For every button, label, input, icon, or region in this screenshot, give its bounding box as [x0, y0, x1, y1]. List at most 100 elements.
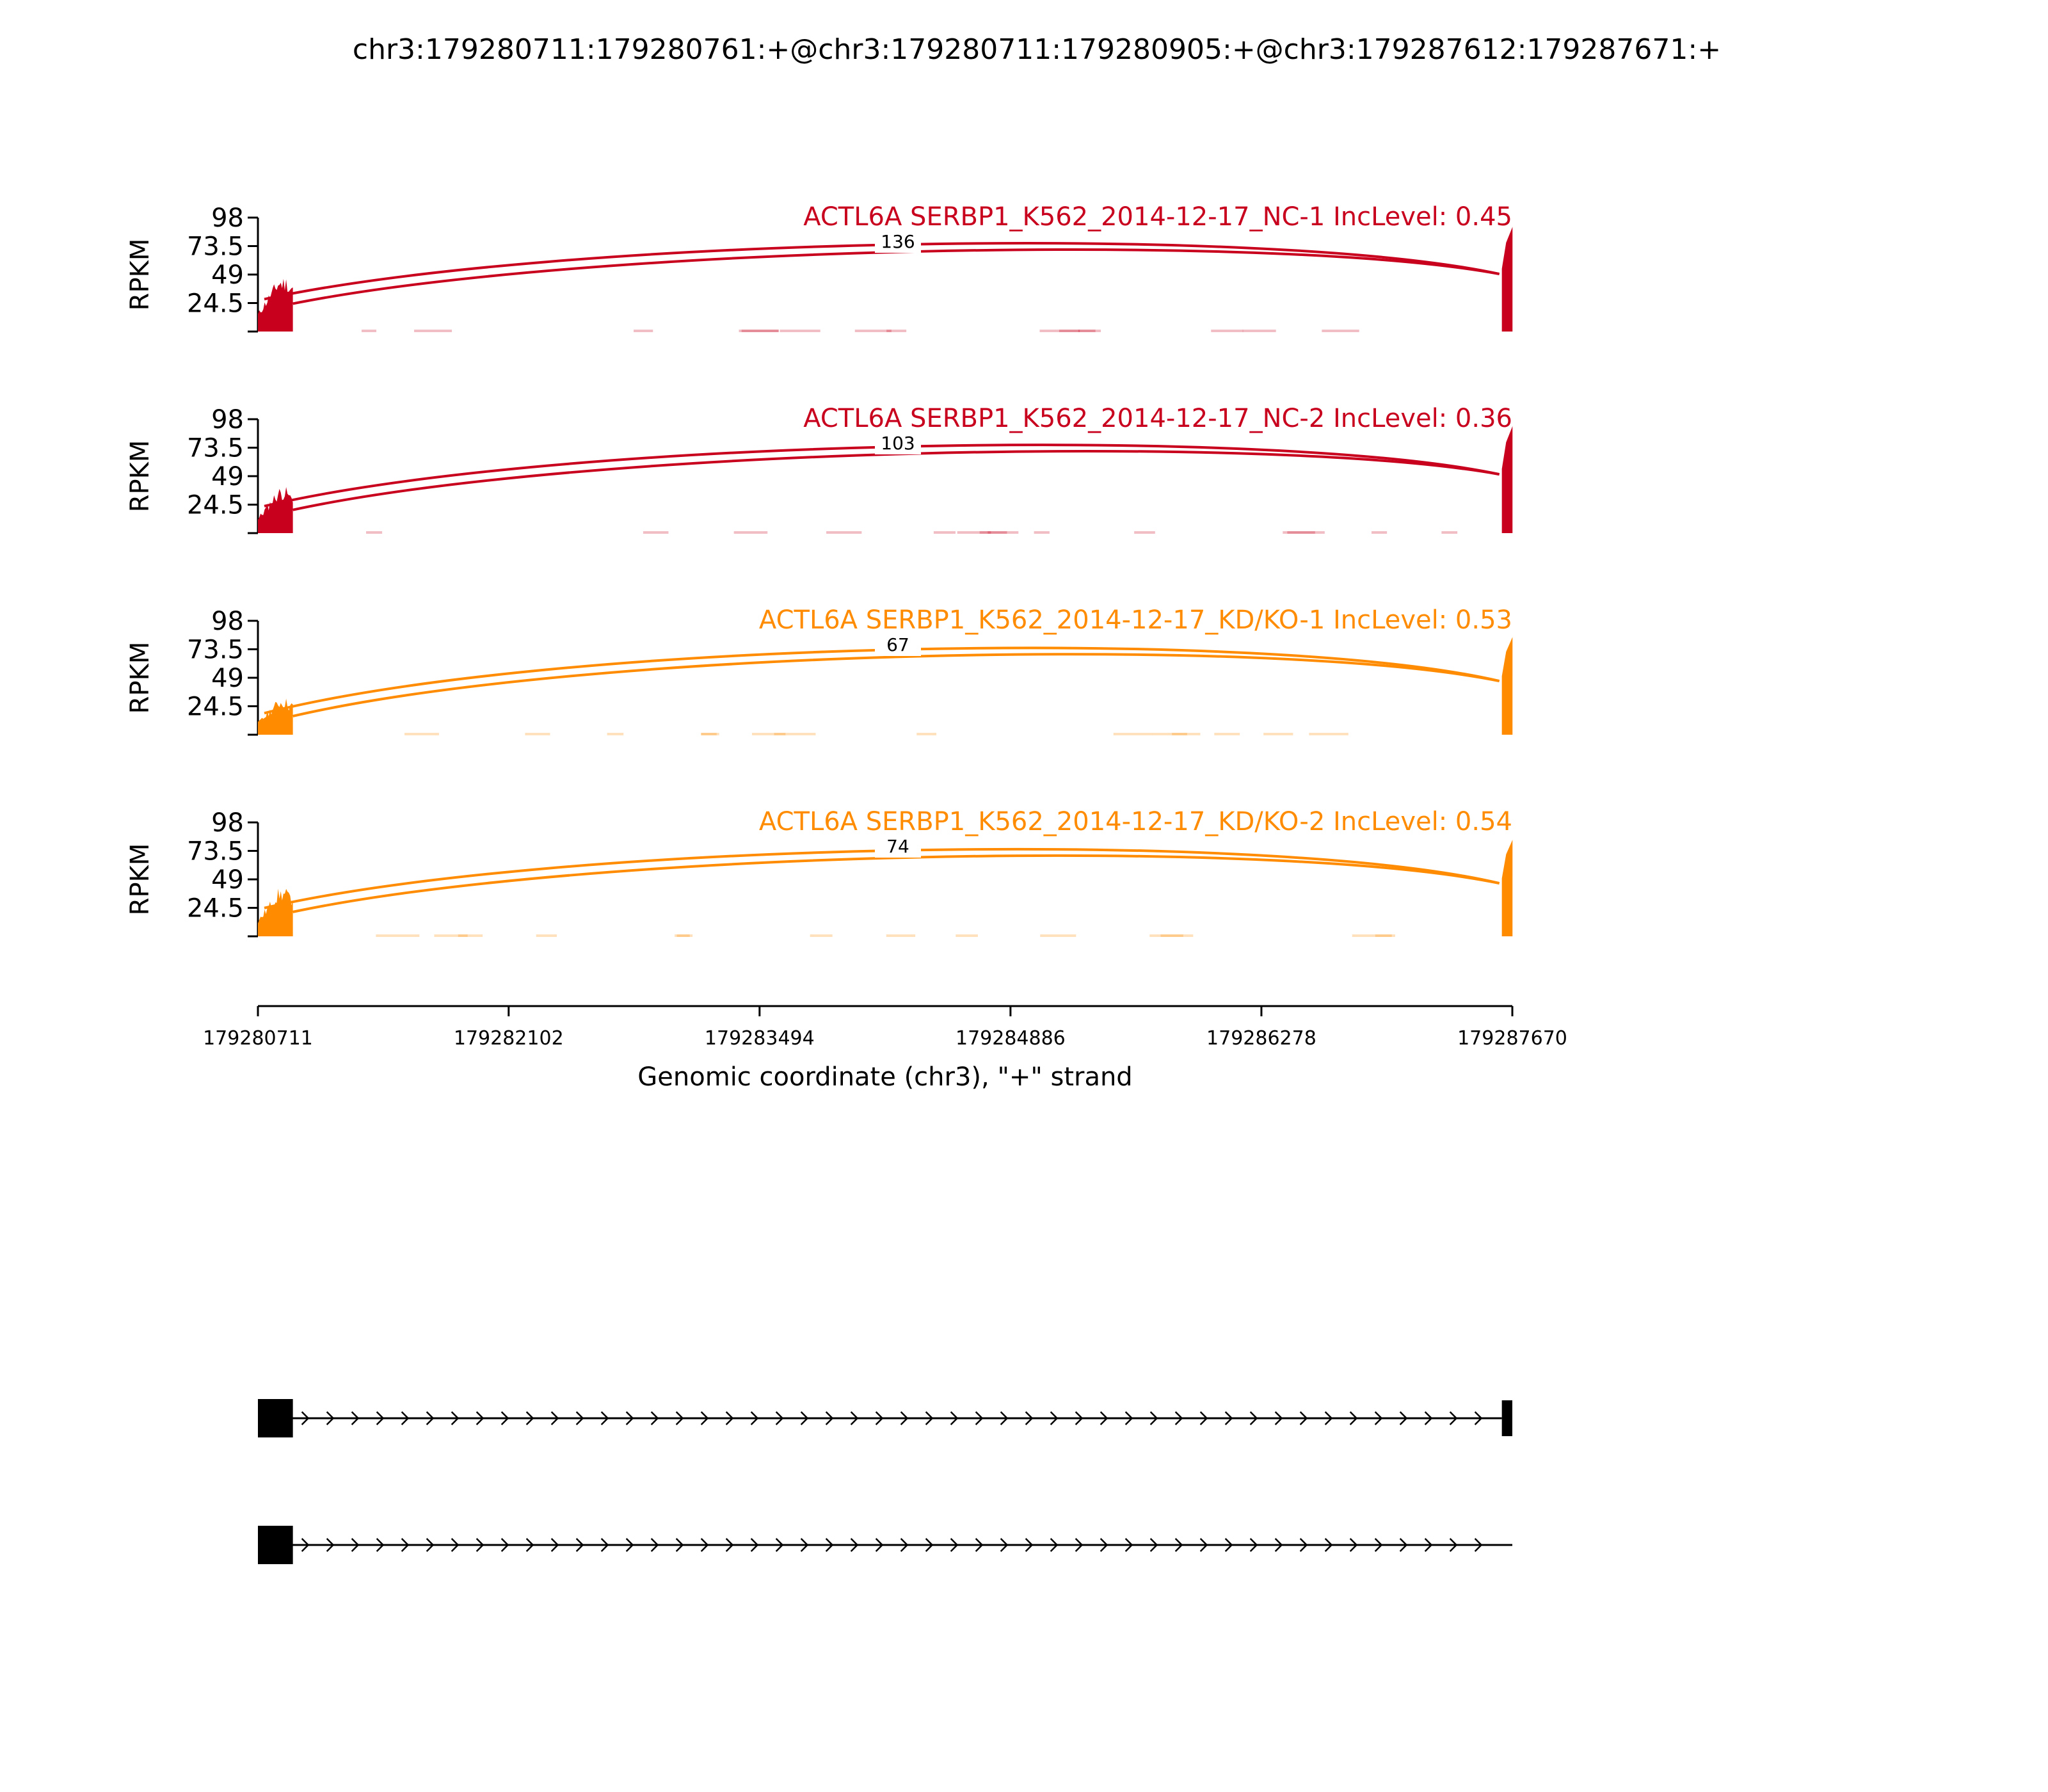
strand-arrow [1349, 1538, 1358, 1552]
y-tick-label: 98 [211, 607, 244, 636]
strand-arrow [451, 1538, 460, 1552]
y-tick-label: 73.5 [187, 837, 244, 867]
sample-label: ACTL6A SERBP1_K562_2014-12-17_NC-1 IncLe… [803, 202, 1512, 232]
strand-arrow [925, 1538, 934, 1552]
chart-title: chr3:179280711:179280761:+@chr3:17928071… [353, 33, 1721, 66]
exon1-coverage [258, 487, 293, 533]
junction-count-label: 103 [881, 433, 915, 454]
y-tick-label: 73.5 [187, 636, 244, 665]
strand-arrow [1100, 1411, 1108, 1425]
strand-arrow [426, 1411, 435, 1425]
strand-arrow [1199, 1538, 1208, 1552]
strand-arrow [1050, 1411, 1059, 1425]
sample-label: ACTL6A SERBP1_K562_2014-12-17_KD/KO-1 In… [759, 605, 1512, 635]
junction-arc [292, 450, 1500, 511]
strand-arrow [1000, 1411, 1009, 1425]
strand-arrow [1249, 1538, 1258, 1552]
strand-arrow [1249, 1411, 1258, 1425]
strand-arrow [1149, 1538, 1158, 1552]
strand-arrow [1199, 1411, 1208, 1425]
strand-arrow [1274, 1411, 1283, 1425]
junction-label-bg [875, 634, 921, 656]
exon1-coverage [258, 698, 293, 735]
strand-arrow [900, 1538, 909, 1552]
strand-arrow [376, 1411, 385, 1425]
strand-arrow [675, 1411, 684, 1425]
strand-arrow [925, 1411, 934, 1425]
y-tick-label: 24.5 [187, 894, 244, 924]
strand-arrow [1349, 1411, 1358, 1425]
strand-arrow [775, 1538, 784, 1552]
strand-arrow [875, 1538, 884, 1552]
strand-arrow [650, 1538, 659, 1552]
x-tick-label: 179280711 [203, 1027, 313, 1050]
strand-arrow [1399, 1411, 1408, 1425]
strand-arrow [1424, 1411, 1433, 1425]
x-tick-label: 179283494 [705, 1027, 815, 1050]
strand-arrow [900, 1411, 909, 1425]
strand-arrow [1424, 1538, 1433, 1552]
junction-arc [292, 248, 1500, 305]
junction-label-bg [875, 836, 921, 858]
transcript-track [258, 1399, 1512, 1437]
y-tick-label: 73.5 [187, 434, 244, 463]
strand-arrow [1324, 1538, 1333, 1552]
strand-arrow [1224, 1411, 1233, 1425]
strand-arrow [1224, 1538, 1233, 1552]
sample-label: ACTL6A SERBP1_K562_2014-12-17_KD/KO-2 In… [759, 807, 1512, 836]
strand-arrow [875, 1411, 884, 1425]
strand-arrow [1124, 1411, 1133, 1425]
y-tick-label: 24.5 [187, 692, 244, 722]
y-axis-label: RPKM [125, 239, 155, 311]
y-axis-label: RPKM [125, 844, 155, 916]
sample-label: ACTL6A SERBP1_K562_2014-12-17_NC-2 IncLe… [803, 404, 1512, 433]
junction-count-label: 74 [886, 836, 909, 857]
strand-arrow [700, 1538, 709, 1552]
strand-arrow [1399, 1538, 1408, 1552]
strand-arrow [500, 1411, 509, 1425]
strand-arrow [1299, 1538, 1308, 1552]
junction-arc [292, 653, 1500, 717]
strand-arrow [451, 1411, 460, 1425]
strand-arrow [550, 1538, 559, 1552]
strand-arrow [476, 1411, 484, 1425]
x-axis-label: Genomic coordinate (chr3), "+" strand [637, 1062, 1132, 1092]
strand-arrow [575, 1411, 584, 1425]
strand-arrow [326, 1411, 335, 1425]
y-tick-label: 24.5 [187, 491, 244, 520]
strand-arrow [1449, 1538, 1458, 1552]
strand-arrow [1274, 1538, 1283, 1552]
strand-arrow [1174, 1538, 1183, 1552]
strand-arrow [975, 1538, 984, 1552]
x-tick-label: 179282102 [454, 1027, 564, 1050]
strand-arrow [850, 1538, 859, 1552]
exon-block [1501, 1400, 1512, 1436]
strand-arrow [351, 1538, 360, 1552]
strand-arrow [750, 1411, 759, 1425]
strand-arrow [476, 1538, 484, 1552]
exon2-coverage [1501, 840, 1513, 936]
strand-arrow [825, 1411, 834, 1425]
y-tick-label: 98 [211, 808, 244, 838]
strand-arrow [1000, 1538, 1009, 1552]
strand-arrow [575, 1538, 584, 1552]
strand-arrow [625, 1538, 634, 1552]
x-axis: 179280711 179282102 179283494 179284886 1792… [203, 1005, 1567, 1092]
transcript-track [258, 1526, 1512, 1564]
strand-arrow [1025, 1538, 1034, 1552]
strand-arrow [750, 1538, 759, 1552]
strand-arrow [1075, 1411, 1084, 1425]
strand-arrow [301, 1538, 310, 1552]
y-tick-label: 49 [211, 865, 244, 895]
strand-arrow [1374, 1538, 1383, 1552]
strand-arrow [850, 1411, 859, 1425]
strand-arrow [600, 1411, 609, 1425]
x-tick-label: 179284886 [956, 1027, 1066, 1050]
y-tick-label: 98 [211, 405, 244, 435]
strand-arrow [1324, 1411, 1333, 1425]
exon2-coverage [1501, 637, 1513, 735]
y-tick-label: 49 [211, 462, 244, 492]
